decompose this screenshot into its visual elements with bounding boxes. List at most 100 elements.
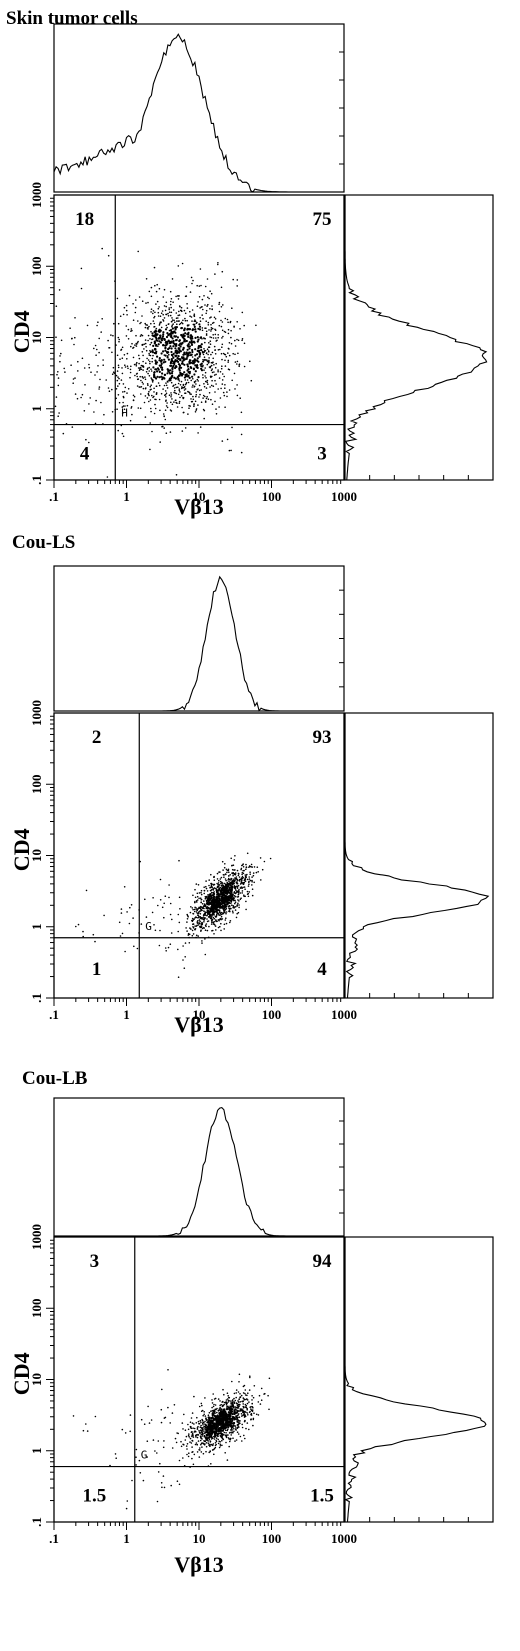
data-point bbox=[196, 1436, 199, 1439]
data-point bbox=[214, 925, 217, 927]
data-point bbox=[196, 1451, 199, 1453]
data-point bbox=[224, 331, 227, 334]
data-point bbox=[175, 399, 177, 402]
data-point bbox=[220, 352, 223, 355]
data-point bbox=[201, 298, 204, 301]
data-point bbox=[114, 1453, 117, 1455]
data-point bbox=[134, 344, 136, 346]
data-point bbox=[169, 332, 173, 336]
data-point bbox=[167, 946, 170, 949]
data-point bbox=[96, 348, 98, 351]
data-point bbox=[210, 327, 213, 329]
data-point bbox=[178, 1459, 181, 1462]
data-point bbox=[122, 435, 125, 438]
data-point bbox=[218, 303, 220, 306]
data-point bbox=[203, 295, 205, 297]
data-point bbox=[190, 1442, 193, 1444]
data-point bbox=[229, 1440, 231, 1443]
data-point bbox=[186, 333, 189, 336]
data-point bbox=[255, 871, 258, 874]
data-point bbox=[161, 310, 164, 312]
data-point bbox=[218, 1417, 221, 1420]
data-point bbox=[244, 1406, 247, 1408]
data-point bbox=[246, 878, 249, 881]
data-point bbox=[180, 1440, 182, 1443]
data-point bbox=[237, 1414, 239, 1416]
data-point bbox=[141, 376, 144, 378]
data-point bbox=[238, 900, 240, 902]
data-point bbox=[190, 379, 192, 382]
data-point bbox=[197, 432, 199, 434]
gate-label: G bbox=[141, 1449, 148, 1462]
data-point bbox=[153, 266, 156, 269]
data-point bbox=[214, 379, 216, 382]
data-point bbox=[167, 348, 170, 351]
data-point bbox=[211, 1414, 214, 1417]
data-point bbox=[212, 908, 215, 911]
data-point bbox=[210, 1443, 213, 1446]
data-point bbox=[218, 909, 221, 911]
data-point bbox=[171, 319, 174, 321]
data-point bbox=[181, 373, 184, 376]
data-point bbox=[194, 925, 196, 927]
data-point bbox=[215, 914, 218, 917]
data-point bbox=[169, 345, 172, 348]
data-point bbox=[100, 401, 102, 404]
data-point bbox=[204, 903, 206, 906]
data-point bbox=[186, 363, 189, 366]
data-point bbox=[166, 342, 169, 345]
data-point bbox=[200, 893, 203, 896]
data-point bbox=[186, 348, 189, 351]
data-point bbox=[214, 1444, 217, 1447]
data-point bbox=[177, 314, 179, 317]
data-point bbox=[204, 337, 206, 340]
data-point bbox=[217, 1442, 220, 1445]
data-point bbox=[117, 336, 120, 339]
data-point bbox=[239, 898, 242, 901]
data-point bbox=[208, 1438, 211, 1441]
data-point bbox=[212, 912, 215, 915]
data-point bbox=[160, 326, 163, 329]
data-point bbox=[187, 335, 190, 338]
data-point bbox=[234, 1440, 236, 1442]
data-point bbox=[204, 929, 207, 931]
data-point bbox=[224, 359, 226, 362]
data-point bbox=[211, 1432, 214, 1435]
data-point bbox=[155, 290, 158, 293]
data-point bbox=[218, 903, 221, 906]
data-point bbox=[196, 366, 199, 369]
quadrant-lower-left: 1 bbox=[92, 959, 102, 980]
data-point bbox=[223, 905, 227, 908]
data-point bbox=[146, 324, 148, 326]
data-point bbox=[218, 887, 220, 889]
data-point bbox=[206, 363, 209, 366]
data-point bbox=[231, 878, 233, 880]
data-point bbox=[219, 1409, 221, 1411]
data-point bbox=[225, 1399, 228, 1401]
data-point bbox=[124, 950, 126, 953]
data-point bbox=[166, 387, 169, 389]
data-point bbox=[171, 370, 174, 373]
data-point bbox=[198, 296, 201, 298]
data-point bbox=[211, 915, 213, 917]
data-point bbox=[150, 370, 153, 372]
data-point bbox=[142, 354, 144, 357]
data-point bbox=[186, 365, 190, 368]
data-point bbox=[235, 1389, 238, 1391]
data-point bbox=[227, 868, 230, 871]
data-point bbox=[125, 309, 128, 312]
data-point bbox=[185, 1435, 188, 1438]
data-point bbox=[204, 1432, 206, 1435]
data-point bbox=[222, 352, 225, 355]
data-point bbox=[188, 391, 190, 393]
data-point bbox=[223, 894, 226, 897]
data-point bbox=[202, 916, 204, 919]
data-point bbox=[216, 339, 218, 342]
data-point bbox=[210, 316, 212, 318]
data-point bbox=[260, 879, 262, 881]
data-point bbox=[200, 926, 203, 929]
data-point bbox=[184, 388, 187, 390]
data-point bbox=[184, 312, 187, 315]
data-point bbox=[239, 1401, 242, 1403]
